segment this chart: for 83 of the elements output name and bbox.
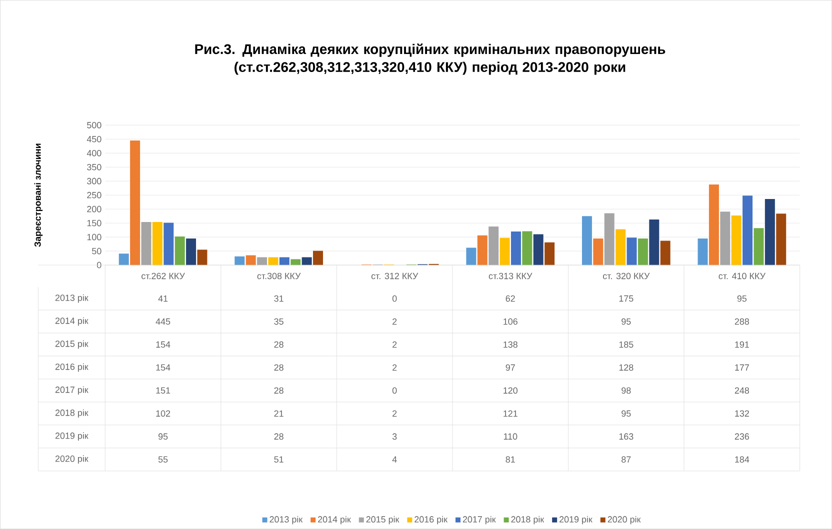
data-label: 87 [622,456,631,463]
y-tick-label: 350 [87,164,102,170]
text: 2018 рік [55,409,88,418]
data-label: 128 [619,364,634,371]
y-tick-label: 0 [96,262,102,268]
data-label: 97 [506,364,515,371]
text: 2015 рік [55,340,88,349]
legend-label: 2020 рік [608,516,641,524]
data-label: 0 [392,295,397,302]
data-label: 81 [506,456,515,463]
data-label: 138 [504,341,518,348]
data-label: 177 [735,364,749,371]
data-label: 288 [734,318,750,325]
text: 2017 рік [55,386,88,395]
data-label: 121 [504,410,518,417]
data-label: 102 [156,410,170,417]
data-label: 28 [274,387,284,394]
data-label: 132 [735,410,749,417]
y-tick-label: 400 [86,150,102,156]
data-label: 120 [504,387,518,394]
x-tick-label: ст. 320 ККУ [602,272,650,280]
x-tick-label: ст.308 ККУ [257,272,301,280]
legend-label: 2018 рік [511,516,544,524]
text: 2020 рік [55,455,88,464]
text: 2013 рік [55,294,88,303]
data-label: 51 [274,456,284,463]
y-tick-label: 200 [87,206,102,212]
data-label: 154 [156,364,170,371]
data-label: 21 [274,410,284,417]
y-tick-label: 250 [87,192,102,198]
data-label: 41 [158,295,168,302]
data-label: 2 [392,410,397,417]
data-label: 2 [392,341,397,348]
data-label: 95 [737,295,747,302]
legend-label: 2017 рік [462,516,496,524]
x-tick-label: ст.262 ККУ [142,272,185,280]
data-label: 248 [734,387,750,394]
data-label: 3 [392,433,397,440]
data-label: 151 [156,387,170,394]
data-label: 95 [622,318,631,325]
data-label: 185 [619,341,634,348]
x-tick-label: ст. 410 ККУ [718,272,766,280]
legend-label: 2014 рік [318,516,351,524]
data-label: 184 [735,456,750,463]
chart-title: Рис.3. Динаміка деяких корупційних кримінальних правопорушень (ст.ст.262,308,312,313,320,410 ККУ) період 2013-2020 роки [195,43,666,75]
data-label: 2 [392,318,397,325]
data-label: 55 [158,456,168,463]
x-tick-label: ст. 312 ККУ [371,272,418,280]
y-tick-label: 150 [87,220,102,226]
data-label: 2 [392,364,397,371]
text: 2016 рік [55,363,88,372]
data-label: 110 [504,433,518,440]
data-label: 106 [504,318,518,325]
data-label: 98 [622,387,631,394]
legend-label: 2016 рік [414,516,448,524]
data-label: 62 [506,295,515,302]
data-label: 28 [274,433,284,440]
y-tick-label: 50 [92,248,102,254]
data-label: 95 [158,433,168,440]
data-label: 31 [274,295,284,302]
y-tick-label: 450 [86,136,102,142]
data-label: 35 [274,318,284,325]
data-label: 4 [392,456,397,462]
y-tick-label: 100 [87,234,102,240]
data-label: 175 [619,295,634,302]
y-axis-title: Зареєстровані злочини [34,144,43,247]
data-label: 0 [392,387,397,394]
legend-label: 2019 рік [560,516,592,524]
data-label: 236 [734,433,750,440]
data-label: 445 [156,318,170,325]
legend-label: 2013 рік [270,516,303,524]
data-label: 163 [619,433,634,440]
data-label: 191 [735,341,749,348]
x-tick-label: ст.313 ККУ [488,272,532,280]
text: 2014 рік [55,317,88,326]
legend-label: 2015 рік [366,516,400,524]
data-label: 28 [274,341,284,348]
data-label: 95 [622,410,631,417]
y-tick-label: 300 [87,178,102,184]
data-label: 28 [274,364,284,371]
text: 2019 рік [55,432,88,441]
y-tick-label: 500 [87,122,102,128]
data-label: 154 [156,341,170,348]
